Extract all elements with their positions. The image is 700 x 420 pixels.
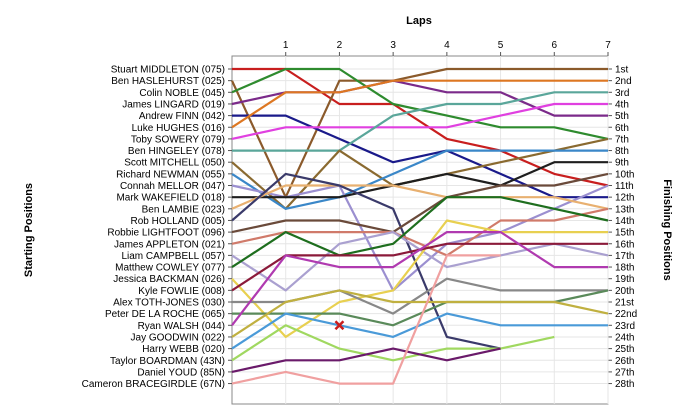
finish-label: 28th — [615, 379, 634, 390]
finish-label: 27th — [615, 367, 634, 378]
driver-label: Connah MELLOR (047) — [120, 181, 225, 192]
driver-label: Colin NOBLE (045) — [139, 88, 225, 99]
driver-label: Robbie LIGHTFOOT (096) — [107, 228, 225, 239]
plot-area — [231, 55, 609, 405]
driver-label: Andrew FINN (042) — [139, 111, 225, 122]
x-tick-label: 4 — [444, 40, 450, 51]
finish-labels: 1st2nd3rd4th5th6th7th8th9th10th11th12th1… — [615, 65, 637, 391]
series-lines — [231, 67, 609, 385]
finish-label: 3rd — [615, 88, 629, 99]
driver-label: Toby SOWERY (079) — [131, 134, 225, 145]
finish-label: 20th — [615, 286, 634, 297]
markers — [334, 320, 345, 331]
driver-series-line — [232, 67, 609, 187]
driver-series-line — [231, 67, 608, 199]
driver-label: Ben HINGELEY (078) — [128, 146, 225, 157]
finish-label: 2nd — [615, 76, 632, 87]
finish-label: 5th — [615, 111, 629, 122]
driver-label: Scott MITCHELL (050) — [124, 158, 225, 169]
driver-series-line — [232, 114, 608, 199]
x-tick-label: 7 — [605, 40, 611, 51]
finish-label: 25th — [615, 344, 634, 355]
driver-series-line — [231, 289, 609, 338]
finish-label: 6th — [615, 123, 629, 134]
driver-label: Ben LAMBIE (023) — [142, 204, 225, 215]
finish-label: 1st — [615, 65, 629, 76]
driver-label: Mark WAKEFIELD (018) — [116, 193, 225, 204]
driver-label: James APPLETON (021) — [114, 239, 225, 250]
driver-label: Ben HASLEHURST (025) — [111, 76, 225, 87]
driver-labels: Stuart MIDDLETON (075)Ben HASLEHURST (02… — [82, 65, 225, 391]
finish-label: 15th — [615, 228, 634, 239]
driver-label: Kyle FOWLIE (008) — [138, 286, 225, 297]
driver-label: Peter DE LA ROCHE (065) — [105, 309, 225, 320]
x-tick-label: 1 — [283, 40, 289, 51]
driver-label: Richard NEWMAN (055) — [116, 169, 225, 180]
driver-label: Jay GOODWIN (022) — [131, 332, 225, 343]
driver-series-line — [231, 312, 608, 350]
finish-label: 16th — [615, 239, 634, 250]
driver-label: Rob HOLLAND (005) — [131, 216, 225, 227]
driver-series-line — [231, 172, 609, 234]
grid — [228, 52, 612, 405]
finish-label: 24th — [615, 332, 634, 343]
driver-series-line — [231, 102, 608, 140]
driver-label: Harry WEBB (020) — [142, 344, 225, 355]
driver-series-line — [231, 219, 608, 338]
driver-label: Alex TOTH-JONES (030) — [113, 298, 225, 309]
finish-label: 11th — [615, 181, 634, 192]
x-tick-label: 3 — [390, 40, 396, 51]
driver-series-line — [231, 184, 609, 210]
finish-label: 21st — [615, 298, 634, 309]
driver-series-line — [231, 184, 609, 292]
driver-series-line — [231, 347, 501, 373]
finish-label: 12th — [615, 193, 634, 204]
driver-label: Luke HUGHES (016) — [132, 123, 225, 134]
finish-label: 19th — [615, 274, 634, 285]
retirement-marker — [334, 320, 345, 331]
driver-label: Liam CAMPBELL (057) — [121, 251, 225, 262]
finish-label: 7th — [615, 134, 629, 145]
x-tick-label: 2 — [337, 40, 343, 51]
driver-series-line — [232, 161, 608, 199]
driver-series-line — [231, 254, 501, 385]
finish-label: 8th — [615, 146, 629, 157]
finish-label: 17th — [615, 251, 634, 262]
driver-series-line — [231, 231, 608, 326]
finish-label: 22nd — [615, 309, 637, 320]
driver-series-line — [231, 196, 609, 269]
x-tick-labels: 1 2 3 4 5 6 7 — [283, 40, 611, 51]
driver-series-line — [231, 172, 501, 350]
driver-label: Matthew COWLEY (077) — [115, 263, 225, 274]
y-axis-label-right: Finishing Positions — [661, 179, 673, 280]
x-tick-label: 6 — [552, 40, 558, 51]
driver-label: Cameron BRACEGIRDLE (67N) — [82, 379, 225, 390]
driver-label: Stuart MIDDLETON (075) — [111, 65, 225, 76]
driver-series-line — [231, 149, 608, 210]
finish-label: 14th — [615, 216, 634, 227]
driver-series-line — [231, 79, 608, 129]
driver-series-line — [232, 91, 608, 152]
y-axis-label-left: Starting Positions — [23, 183, 35, 277]
driver-label: James LINGARD (019) — [122, 99, 225, 110]
driver-label: Ryan WALSH (044) — [138, 321, 225, 332]
driver-label: Daniel YOUD (85N) — [137, 367, 225, 378]
finish-label: 23rd — [615, 321, 635, 332]
driver-label: Jessica BACKMAN (026) — [113, 274, 225, 285]
driver-label: Taylor BOARDMAN (43N) — [110, 356, 225, 367]
x-tick-label: 5 — [498, 40, 504, 51]
finish-label: 10th — [615, 169, 634, 180]
finish-label: 9th — [615, 158, 629, 169]
chart-title: Laps — [406, 15, 432, 27]
finish-label: 26th — [615, 356, 634, 367]
finish-label: 13th — [615, 204, 634, 215]
finish-label: 18th — [615, 263, 634, 274]
finish-label: 4th — [615, 99, 629, 110]
driver-series-line — [231, 207, 609, 257]
